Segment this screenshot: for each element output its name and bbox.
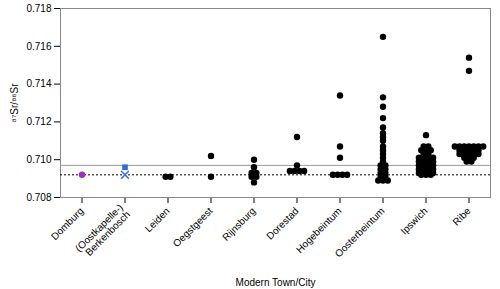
svg-text:Rijnsburg: Rijnsburg [220,205,258,243]
svg-text:Domburg: Domburg [49,205,86,242]
svg-text:0.716: 0.716 [26,41,51,52]
svg-text:Modern Town/City: Modern Town/City [236,277,316,288]
svg-text:0.708: 0.708 [26,192,51,203]
svg-text:0.712: 0.712 [26,116,51,127]
svg-text:0.710: 0.710 [26,154,51,165]
svg-text:Leiden: Leiden [143,205,172,234]
svg-text:0.714: 0.714 [26,78,51,89]
svg-text:Oosterbeintum: Oosterbeintum [333,205,387,259]
svg-text:Ribe: Ribe [450,205,473,228]
svg-text:(Oostkapelle-)Berkenbosch: (Oostkapelle-)Berkenbosch [73,202,132,261]
svg-text:Hogebeintum: Hogebeintum [293,205,344,256]
svg-text:Ipswich: Ipswich [398,205,429,236]
svg-text:0.718: 0.718 [26,3,51,14]
svg-text:Dorestad: Dorestad [264,205,300,241]
svg-text:Oegstgeest: Oegstgeest [171,205,215,249]
svg-text:⁸⁷Sr/⁸⁶Sr: ⁸⁷Sr/⁸⁶Sr [9,83,20,123]
